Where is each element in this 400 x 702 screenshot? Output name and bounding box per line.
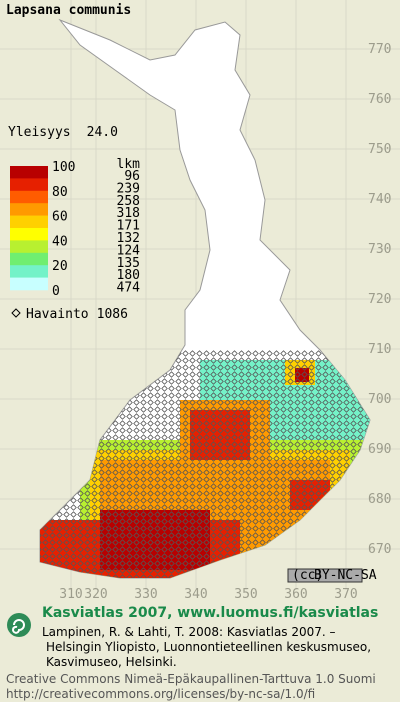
count: 258 xyxy=(117,194,140,209)
count-header: lkm xyxy=(117,157,141,172)
legend-band xyxy=(10,203,48,216)
x-label: 350 xyxy=(234,587,257,602)
count: 180 xyxy=(117,268,140,283)
scale-label: 40 xyxy=(52,234,68,249)
scale-label: 80 xyxy=(52,185,68,200)
legend: 100 80 60 40 20 0 lkm9623925831817113212413518… xyxy=(10,157,140,299)
count: 135 xyxy=(117,256,140,271)
y-label: 730 xyxy=(368,242,391,257)
count: 124 xyxy=(117,243,141,258)
legend-band xyxy=(10,240,48,254)
y-label: 680 xyxy=(368,492,391,507)
y-label: 760 xyxy=(368,92,391,107)
y-label: 750 xyxy=(368,142,391,157)
badge-text: BY-NC-SA xyxy=(314,568,377,583)
x-label: 330 xyxy=(134,587,157,602)
citation-line: Lampinen, R. & Lahti, T. 2008: Kasviatla… xyxy=(42,625,336,639)
observations: Havainto 1086 xyxy=(26,307,128,322)
legend-band xyxy=(10,265,48,278)
x-label: 370 xyxy=(334,587,357,602)
observations-label: Havainto xyxy=(26,307,89,322)
y-label: 720 xyxy=(368,292,391,307)
species-title: Lapsana communis xyxy=(6,3,131,18)
y-label: 710 xyxy=(368,342,391,357)
y-label: 700 xyxy=(368,392,391,407)
observations-count: 1086 xyxy=(97,307,128,322)
citation-line: Kasvimuseo, Helsinki. xyxy=(46,655,177,669)
y-label: 740 xyxy=(368,192,391,207)
count: 239 xyxy=(117,181,140,196)
frequency-value: 24.0 xyxy=(87,125,118,140)
heat-cells xyxy=(40,350,370,578)
legend-band xyxy=(10,190,48,204)
citation-line: Helsingin Yliopisto, Luonnontieteellinen… xyxy=(46,640,371,654)
license: Creative Commons Nimeä-Epäkaupallinen-Ta… xyxy=(6,672,376,701)
footer-heading[interactable]: Kasviatlas 2007, www.luomus.fi/kasviatla… xyxy=(42,605,378,621)
legend-band xyxy=(10,228,48,241)
license-line: Creative Commons Nimeä-Epäkaupallinen-Ta… xyxy=(6,672,376,686)
x-label: 310 xyxy=(59,587,82,602)
license-line: http://creativecommons.org/licenses/by-n… xyxy=(6,687,315,701)
count: 171 xyxy=(117,219,140,234)
scale-label: 60 xyxy=(52,210,68,225)
x-label: 340 xyxy=(184,587,207,602)
scale-label: 100 xyxy=(52,160,75,175)
legend-band xyxy=(10,252,48,266)
frequency: Yleisyys 24.0 xyxy=(8,125,118,140)
frequency-label: Yleisyys xyxy=(8,125,71,140)
count: 96 xyxy=(124,169,140,184)
count: 474 xyxy=(117,281,141,296)
y-label: 670 xyxy=(368,542,391,557)
scale-label: 20 xyxy=(52,259,68,274)
count: 318 xyxy=(117,206,140,221)
badge-cc: (cc) xyxy=(292,568,323,583)
legend-band xyxy=(10,178,48,192)
license-badge[interactable] xyxy=(287,568,363,583)
legend-band xyxy=(10,215,48,229)
legend-band xyxy=(10,277,48,291)
scale-label: 0 xyxy=(52,284,60,299)
legend-band xyxy=(10,166,48,179)
y-label: 690 xyxy=(368,442,391,457)
citation: Lampinen, R. & Lahti, T. 2008: Kasviatla… xyxy=(42,625,371,669)
x-label: 360 xyxy=(284,587,307,602)
observation-marker xyxy=(11,308,21,318)
x-label: 320 xyxy=(84,587,107,602)
count: 132 xyxy=(117,231,140,246)
y-label: 770 xyxy=(368,42,391,57)
logo xyxy=(7,613,31,637)
